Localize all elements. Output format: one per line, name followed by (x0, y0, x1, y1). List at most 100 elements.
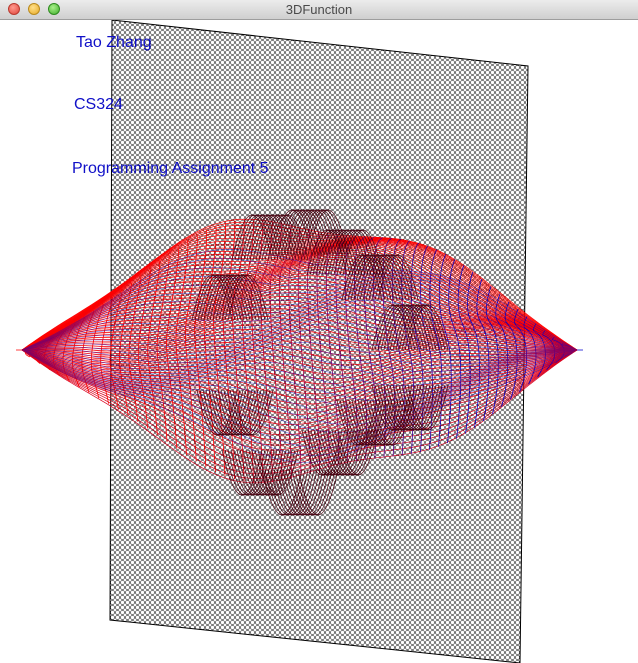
surface-peak (206, 274, 248, 321)
surface-peak (217, 389, 259, 436)
title-bar[interactable]: 3DFunction (0, 0, 638, 20)
surface-rib (194, 229, 208, 468)
surface-overlay-strand (21, 349, 578, 441)
surface-peak (286, 209, 328, 256)
surface-overlay-strand (21, 349, 578, 398)
surface-peak (274, 209, 316, 256)
surface-strand (21, 246, 578, 351)
surface-peak (377, 304, 419, 351)
surface-peak (239, 449, 281, 496)
surface-peak (401, 384, 443, 431)
surface-peak (377, 254, 419, 301)
surface-overlay-strand (21, 349, 578, 452)
surface-strand (21, 218, 578, 351)
surface-overlay-strand (21, 271, 578, 351)
surface-peak (371, 254, 413, 301)
surface-peak (221, 449, 263, 496)
surface-rib (297, 228, 311, 474)
surface-peak (337, 429, 379, 476)
surface-peak (292, 209, 334, 256)
surface-peak (270, 469, 312, 516)
surface-peak (389, 304, 431, 351)
surface-peak (395, 384, 437, 431)
minimize-button[interactable] (28, 3, 40, 15)
surface-strand (21, 349, 578, 375)
surface-peak (243, 214, 285, 261)
surface-peak (191, 274, 233, 321)
surface-overlay-strand (21, 349, 578, 463)
surface-overlay-strand (21, 258, 578, 351)
surface-overlay-strand (21, 335, 578, 364)
surface-rib (109, 287, 123, 410)
surface-peak (232, 389, 274, 436)
surface-peak (267, 469, 309, 516)
surface-peak (236, 449, 278, 496)
surface-peak (291, 469, 333, 516)
surface-peak (227, 274, 269, 321)
course-label: CS324 (74, 96, 123, 113)
surface-peak (246, 214, 288, 261)
function-surface (16, 209, 583, 516)
surface-peak (315, 229, 357, 276)
surface-peak (407, 304, 449, 351)
surface-overlay-strand (21, 349, 578, 413)
surface-peak (276, 469, 318, 516)
surface-peak (353, 254, 395, 301)
surface-strand (21, 324, 578, 351)
close-button[interactable] (8, 3, 20, 15)
surface-peak (231, 214, 273, 261)
surface-peak (395, 304, 437, 351)
surface-overlay-strand (21, 332, 578, 362)
surface-peak (341, 254, 383, 301)
surface-peak (215, 274, 257, 321)
surface-strand (21, 266, 578, 351)
render-canvas[interactable]: Tao Zhang CS324 Programming Assignment 5 (0, 20, 638, 663)
surface-overlay-strand (21, 349, 578, 376)
surface-peak (386, 304, 428, 351)
surface-peak (359, 254, 401, 301)
surface-peak (392, 304, 434, 351)
surface-rib (166, 246, 179, 449)
surface-strand (21, 281, 578, 351)
surface-peak (240, 214, 282, 261)
surface-peak (297, 469, 339, 516)
surface-rib (382, 237, 396, 457)
surface-peak (298, 209, 340, 256)
surface-overlay-strand (21, 282, 578, 351)
surface-overlay-strand (21, 349, 578, 437)
surface-peak (312, 229, 354, 276)
surface-peak (223, 389, 265, 436)
surface-overlay-strand (21, 349, 578, 429)
zoom-button[interactable] (48, 3, 60, 15)
surface-peak (374, 304, 416, 351)
surface-overlay-strand (21, 349, 578, 449)
surface-peak (306, 229, 348, 276)
surface-peak (304, 429, 346, 476)
surface-overlay-strand (21, 349, 578, 401)
surface-peak (374, 254, 416, 301)
surface-peak (230, 449, 272, 496)
surface-peak (334, 429, 376, 476)
surface-peak (380, 384, 422, 431)
surface-peak (224, 274, 266, 321)
surface-strand (21, 337, 578, 361)
surface-overlay-strand (21, 349, 578, 409)
surface-peak (347, 254, 389, 301)
surface-overlay-strand (21, 293, 578, 351)
surface-peak (214, 389, 256, 436)
surface-overlay-strand (21, 280, 578, 351)
surface-rib (410, 242, 424, 453)
surface-overlay-strand (21, 285, 578, 351)
surface-overlay-strand (21, 249, 578, 351)
surface-overlay-strand (21, 300, 578, 351)
surface-peak (377, 384, 419, 431)
surface-peak (389, 384, 431, 431)
surface-peak (316, 429, 358, 476)
surface-peak (261, 469, 303, 516)
surface-peak (199, 389, 241, 436)
surface-strand (21, 349, 578, 470)
surface-overlay-strand (21, 328, 578, 359)
surface-peak (301, 209, 343, 256)
surface-strand (21, 349, 578, 461)
